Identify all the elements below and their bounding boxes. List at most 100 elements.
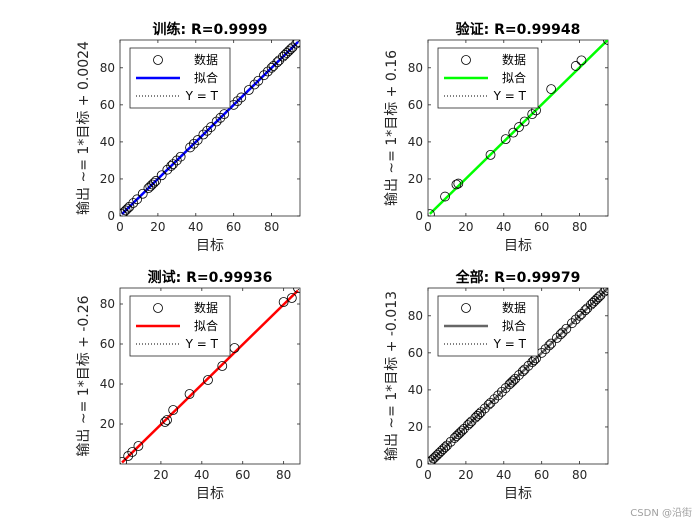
- data-point: [595, 290, 606, 301]
- x-tick-label: 60: [534, 468, 549, 482]
- legend-label: 数据: [194, 52, 218, 67]
- data-point: [561, 323, 572, 334]
- x-tick-label: 0: [116, 220, 124, 234]
- data-point: [589, 296, 600, 306]
- data-point: [479, 403, 490, 414]
- y-tick-label: 80: [408, 309, 423, 323]
- data-point: [133, 441, 144, 451]
- data-point: [127, 447, 138, 457]
- legend-label: Y = T: [185, 89, 219, 103]
- data-point: [570, 314, 581, 325]
- data-point: [506, 377, 517, 388]
- data-point: [283, 46, 294, 57]
- data-point: [278, 51, 288, 62]
- legend-label: 数据: [502, 52, 526, 67]
- data-point: [285, 44, 296, 55]
- y-axis-label: 输出 ~= 1*目标 + 0.16: [384, 50, 400, 206]
- data-point: [188, 138, 199, 149]
- data-point: [496, 386, 507, 397]
- data-point: [211, 116, 222, 127]
- y-tick-label: 60: [100, 98, 115, 112]
- data-point: [440, 442, 450, 453]
- data-point: [519, 364, 530, 375]
- legend-marker-data: [461, 55, 471, 65]
- x-axis-label: 目标: [504, 486, 532, 502]
- data-point: [219, 109, 230, 120]
- data-point: [485, 149, 496, 160]
- data-point: [143, 183, 154, 194]
- data-point: [215, 112, 226, 123]
- data-point: [293, 40, 300, 47]
- data-point: [514, 122, 524, 132]
- data-point: [428, 209, 435, 216]
- data-point: [151, 175, 161, 186]
- data-point: [576, 55, 587, 66]
- data-point: [124, 201, 135, 212]
- subplot-4: 0 20 40 60 80 0 20 40 60 80 全部: R=0.99979 目标 输出 ~= 1…: [384, 269, 609, 502]
- legend-label: Y = T: [185, 337, 219, 351]
- fit-line: [429, 40, 608, 215]
- y-tick-label: 20: [408, 172, 423, 186]
- y-axis-label: 输出 ~= 1*目标 + -0.013: [384, 291, 400, 461]
- x-axis-label: 目标: [196, 238, 224, 254]
- data-point: [160, 417, 170, 427]
- data-point: [517, 366, 528, 377]
- data-point: [132, 194, 142, 205]
- data-point: [156, 170, 167, 181]
- data-point: [586, 299, 596, 310]
- data-point: [184, 389, 195, 399]
- data-point: [268, 61, 279, 71]
- y-tick-label: 40: [408, 383, 423, 397]
- y-tick-label: 40: [100, 135, 115, 149]
- plot-area: [428, 288, 608, 464]
- data-point: [278, 297, 289, 307]
- data-point: [171, 155, 182, 166]
- data-point: [489, 394, 500, 405]
- subplot-title: 全部: R=0.99979: [455, 269, 581, 286]
- data-point: [217, 361, 228, 371]
- data-point: [198, 129, 209, 140]
- data-point: [462, 420, 473, 430]
- data-point: [445, 436, 456, 447]
- data-point: [259, 70, 269, 81]
- y-tick-label: 20: [100, 417, 115, 431]
- data-point: [453, 178, 464, 189]
- data-point: [120, 205, 131, 216]
- data-point: [483, 399, 494, 410]
- data-point: [472, 410, 483, 421]
- data-point: [527, 109, 538, 120]
- data-point: [464, 418, 475, 429]
- data-point: [601, 288, 608, 295]
- data-point: [527, 357, 538, 368]
- data-point: [120, 209, 127, 216]
- y-tick-label: 80: [100, 61, 115, 75]
- data-point: [500, 134, 511, 145]
- legend-label: 数据: [502, 300, 526, 315]
- fit-line: [121, 289, 299, 464]
- data-point: [293, 288, 300, 293]
- data-point: [120, 457, 127, 464]
- legend-label: 拟合: [502, 70, 526, 85]
- data-point: [428, 453, 439, 464]
- data-point: [286, 293, 297, 303]
- data-point: [459, 423, 469, 434]
- data-point: [202, 125, 213, 136]
- y-tick-label: 60: [408, 346, 423, 360]
- y-tick-label: 60: [408, 98, 423, 112]
- x-tick-label: 80: [264, 220, 279, 234]
- watermark: CSDN @沿街: [630, 508, 692, 519]
- data-point: [500, 383, 511, 393]
- subplot-1: 0 20 40 60 80 0 20 40 60 80 训练: R=0.9999 目标 输出 ~= 1*…: [76, 21, 301, 254]
- x-axis-label: 目标: [196, 486, 224, 502]
- data-point: [580, 305, 591, 316]
- data-point: [591, 294, 602, 305]
- data-point: [576, 309, 587, 319]
- data-point: [449, 433, 460, 443]
- data-point: [428, 455, 437, 464]
- data-point: [149, 177, 160, 188]
- data-point: [574, 310, 585, 321]
- subplot-3: 20 40 60 80 20 40 60 80 测试: R=0.99936 目标 输出 ~= 1*目…: [76, 269, 301, 502]
- data-point: [281, 48, 292, 58]
- legend-marker-data: [153, 55, 163, 65]
